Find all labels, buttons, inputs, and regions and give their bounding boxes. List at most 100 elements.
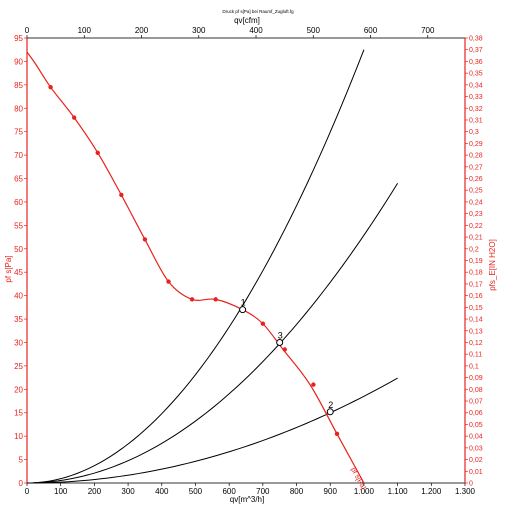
y-right-tick-label: 0,18 <box>469 270 483 277</box>
y-left-tick-label: 90 <box>14 57 23 66</box>
y-right-tick-label: 0,08 <box>469 387 483 394</box>
y-right-tick-label: 0,16 <box>469 293 483 300</box>
x-bottom-tick-label: 400 <box>155 487 169 496</box>
y-right-tick-label: 0,2 <box>469 246 479 253</box>
y-left-tick-label: 45 <box>14 268 23 277</box>
y-right-tick-label: 0,31 <box>469 117 483 124</box>
y-right-tick-label: 0,15 <box>469 305 483 312</box>
x-bottom-tick-label: 100 <box>54 487 68 496</box>
fan-curve-point <box>95 150 100 155</box>
fan-curve-point <box>142 237 148 242</box>
y-right-tick-label: 0,06 <box>469 410 483 417</box>
y-left-tick-label: 85 <box>14 81 23 90</box>
y-right-tick-label: 0,03 <box>469 445 483 452</box>
y-right-tick-label: 0,21 <box>469 235 483 242</box>
x-bottom-tick-label: 800 <box>290 487 304 496</box>
y-left-tick-label: 50 <box>14 245 23 254</box>
y-left-tick-label: 30 <box>14 338 23 347</box>
fan-curve-point <box>282 347 287 352</box>
x-bottom-axis-label: qv[m^3/h] <box>230 495 264 504</box>
y-left-tick-label: 20 <box>14 385 23 394</box>
y-right-tick-label: 0,11 <box>469 352 482 359</box>
y-left-tick-label: 65 <box>14 175 23 184</box>
y-left-tick-label: 75 <box>14 128 23 137</box>
y-left-tick-label: 60 <box>14 198 23 207</box>
fan-curve-point <box>213 297 218 302</box>
y-right-tick-label: 0,38 <box>469 36 483 43</box>
y-right-tick-label: 0,37 <box>469 47 483 54</box>
y-left-tick-label: 0 <box>19 479 24 488</box>
fan-curve-point <box>119 192 124 198</box>
y-right-tick-label: 0,05 <box>469 422 483 429</box>
y-left-tick-label: 55 <box>14 221 23 230</box>
y-left-tick-label: 15 <box>14 409 23 418</box>
fan-curve-point <box>48 84 53 90</box>
x-top-tick-label: 700 <box>421 26 435 35</box>
y-right-tick-label: 0,35 <box>469 71 483 78</box>
y-right-tick-label: 0,34 <box>469 82 483 89</box>
x-top-tick-label: 300 <box>192 26 206 35</box>
x-bottom-tick-label: 1.200 <box>421 487 442 496</box>
x-top-tick-label: 400 <box>249 26 263 35</box>
y-right-tick-label: 0,28 <box>469 153 483 160</box>
operating-point-marker <box>276 338 284 346</box>
y-right-tick-label: 0,12 <box>469 340 483 347</box>
fan-curve-point <box>334 431 340 437</box>
x-bottom-tick-label: 0 <box>25 487 30 496</box>
system-curve-2 <box>26 182 399 484</box>
operating-point-marker <box>326 408 334 416</box>
y-left-tick-label: 80 <box>14 104 23 113</box>
y-right-tick-label: 0,23 <box>469 211 483 218</box>
y-right-tick-label: 0,19 <box>469 258 483 265</box>
y-right-tick-label: 0,22 <box>469 223 483 230</box>
x-bottom-tick-label: 1.300 <box>455 487 476 496</box>
fan-curve-line <box>26 51 365 484</box>
y-right-tick-label: 0,3 <box>469 129 479 136</box>
fan-curve-point <box>260 321 266 326</box>
y-right-tick-label: 0,01 <box>469 469 483 476</box>
y-right-tick-label: 0,02 <box>469 457 483 464</box>
x-bottom-tick-label: 600 <box>222 487 236 496</box>
fan-curve-point <box>166 279 171 284</box>
y-right-tick-label: 0,27 <box>469 164 483 171</box>
y-left-tick-label: 35 <box>14 315 23 324</box>
operating-point-label: 3 <box>278 330 283 340</box>
x-bottom-tick-label: 500 <box>189 487 203 496</box>
operating-point-label: 2 <box>328 400 333 410</box>
y-right-tick-label: 0,36 <box>469 59 483 66</box>
y-right-tick-label: 0,32 <box>469 106 483 113</box>
y-right-tick-label: 0,09 <box>469 375 483 382</box>
y-left-tick-label: 25 <box>14 362 23 371</box>
y-right-tick-label: 0,33 <box>469 94 483 101</box>
y-right-tick-label: 0,07 <box>469 399 483 406</box>
x-top-tick-label: 500 <box>307 26 321 35</box>
y-right-tick-label: 0 <box>469 481 473 488</box>
x-bottom-tick-label: 1.100 <box>388 487 409 496</box>
operating-point-marker <box>239 306 247 314</box>
x-top-tick-label: 600 <box>364 26 378 35</box>
operating-point-label: 1 <box>241 298 246 308</box>
plot-frame <box>26 37 466 484</box>
y-left-tick-label: 95 <box>14 34 23 43</box>
y-right-tick-label: 0,04 <box>469 434 483 441</box>
y-right-tick-label: 0,25 <box>469 188 483 195</box>
x-top-axis-label: qv[cfm] <box>234 16 260 25</box>
y-right-tick-label: 0,29 <box>469 141 483 148</box>
y-right-tick-label: 0,26 <box>469 176 483 183</box>
x-top-tick-label: 200 <box>135 26 149 35</box>
y-left-tick-label: 5 <box>19 456 24 465</box>
system-curve-1 <box>26 49 365 484</box>
y-left-axis-label: pf s[Pa] <box>4 255 13 282</box>
x-bottom-tick-label: 200 <box>88 487 102 496</box>
x-bottom-tick-label: 300 <box>121 487 135 496</box>
y-right-tick-label: 0,1 <box>469 363 479 370</box>
y-left-tick-label: 70 <box>14 151 23 160</box>
chart-title: Druck pf s[Pa] bei Raumf_Zugluft.fg <box>222 9 294 14</box>
fan-curve-point <box>189 297 195 302</box>
y-left-tick-label: 40 <box>14 292 23 301</box>
y-right-tick-label: 0,17 <box>469 281 483 288</box>
x-top-tick-label: 0 <box>25 26 30 35</box>
y-right-tick-label: 0,13 <box>469 328 483 335</box>
x-top-tick-label: 100 <box>78 26 92 35</box>
y-left-tick-label: 10 <box>14 432 23 441</box>
